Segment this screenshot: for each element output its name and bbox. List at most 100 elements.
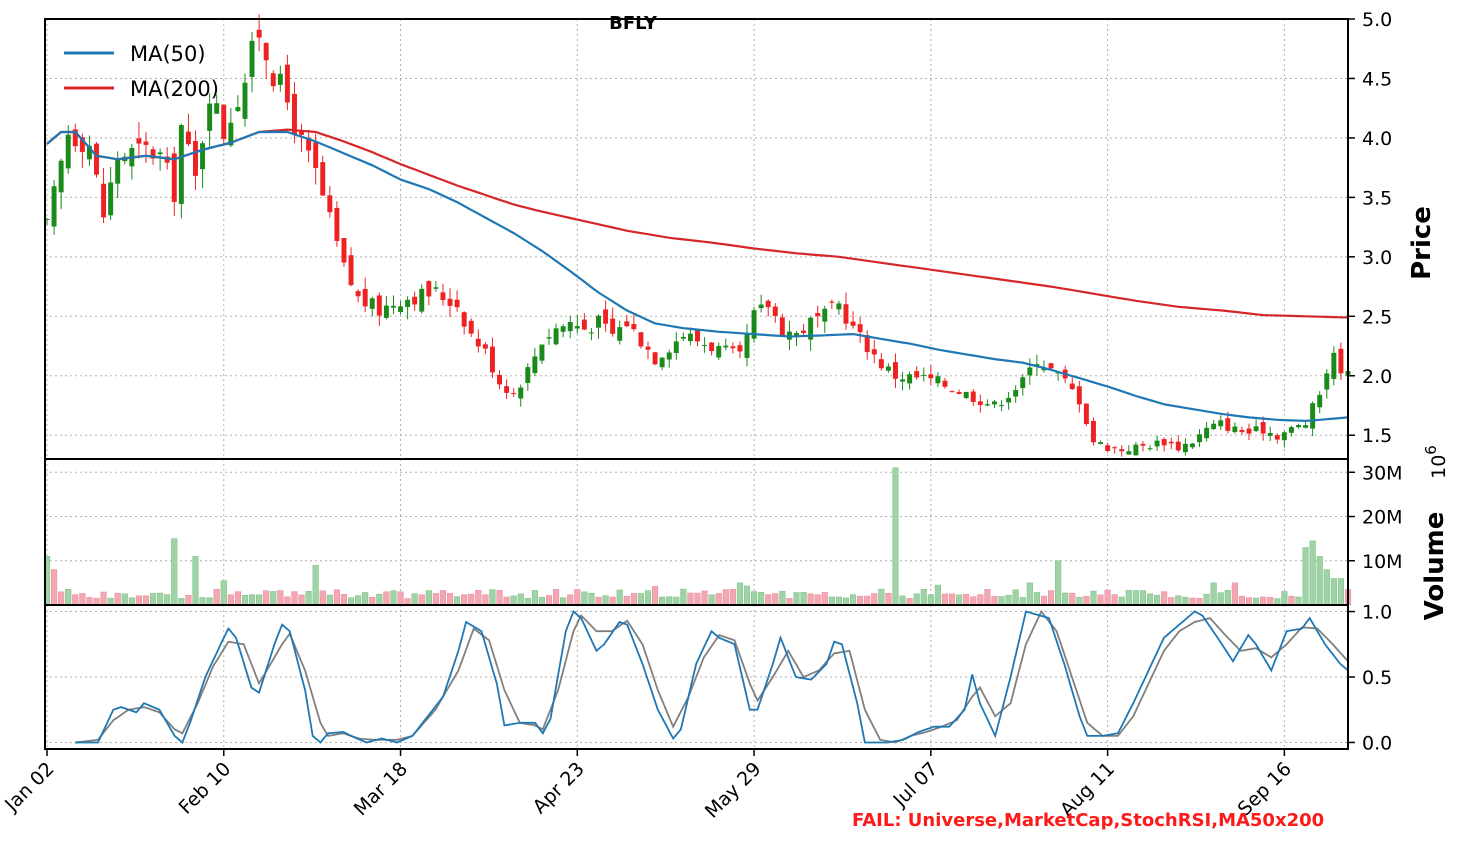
candle-body [1083, 403, 1089, 424]
volume-bar [701, 590, 708, 606]
volume-bar [454, 596, 461, 606]
volume-bar [708, 594, 715, 606]
volume-bar [369, 597, 376, 606]
candle-body [1182, 443, 1188, 453]
volume-bar [263, 590, 270, 606]
volume-bar [560, 597, 567, 606]
volume-bar [100, 591, 107, 606]
candle-body [914, 371, 920, 378]
volume-bar [835, 596, 842, 606]
volume-bar [715, 593, 722, 606]
volume-bar [1097, 594, 1104, 606]
stoch-tick-label: 1.0 [1362, 602, 1392, 624]
x-tick-label: Feb 10 [175, 758, 236, 819]
candle-body [1288, 427, 1294, 433]
volume-bar [390, 590, 397, 606]
volume-bar [1302, 547, 1309, 606]
candle-body [1154, 440, 1160, 447]
candle-body [900, 379, 906, 382]
candle-body [702, 344, 708, 346]
candle-body [581, 319, 587, 330]
volume-bar [482, 594, 489, 606]
candle-body [291, 93, 297, 135]
candle-body [475, 338, 481, 347]
candle-body [200, 143, 206, 170]
volume-bar [927, 594, 934, 606]
volume-bar [446, 593, 454, 606]
candle-body [185, 131, 191, 145]
candle-body [468, 320, 474, 334]
volume-bar [644, 590, 652, 606]
volume-scale-label: 106 [1422, 445, 1450, 479]
candle-body [58, 160, 64, 193]
volume-bar [496, 590, 503, 606]
volume-bar [793, 592, 800, 606]
volume-bar [93, 597, 100, 606]
volume-bar [616, 589, 623, 606]
volume-bar [1281, 591, 1288, 606]
candle-body [666, 352, 672, 360]
candle-body [1303, 425, 1309, 428]
legend-ma50-label: MA(50) [130, 42, 206, 66]
volume-bar [1260, 596, 1267, 606]
ma200-line [46, 128, 1349, 319]
candle-body [1090, 420, 1096, 443]
volume-bar [779, 590, 786, 606]
volume-bar [234, 591, 241, 606]
volume-bar [1118, 596, 1125, 606]
status-fail-text: FAIL: Universe,MarketCap,StochRSI,MA50x2… [852, 810, 1324, 831]
volume-bar [567, 594, 574, 606]
candle-body [1260, 421, 1266, 434]
candle-body [885, 366, 891, 371]
volume-bar [461, 594, 468, 606]
volume-bar [58, 591, 65, 606]
candle-body [320, 162, 326, 196]
candle-body [977, 401, 983, 405]
candle-body [461, 312, 467, 327]
legend-ma200-label: MA(200) [130, 77, 219, 101]
x-tick-label: Jan 02 [0, 758, 58, 816]
volume-bar [149, 593, 157, 606]
candle-body [433, 287, 439, 289]
volume-bar [538, 597, 546, 606]
volume-bar [956, 594, 963, 606]
price-tick-label: 2.5 [1362, 306, 1392, 328]
candle-body [94, 143, 99, 175]
candle-body [1211, 423, 1217, 430]
price-axis-label: Price [1407, 206, 1437, 280]
candle-body [482, 344, 488, 349]
volume-bar [1175, 595, 1182, 606]
candle-body [624, 321, 630, 327]
price-panel: 1.5 2.0 2.5 3.0 3.5 4.0 4.5 5.0 [44, 9, 1392, 460]
candle-body [758, 304, 764, 309]
candle-body [1218, 420, 1224, 427]
candle-body [617, 327, 623, 341]
volume-bar [602, 595, 609, 606]
candle-body [1048, 363, 1054, 369]
volume-bar [800, 592, 807, 606]
volume-bar [630, 593, 637, 606]
volume-bar [1146, 593, 1154, 606]
volume-bar [814, 594, 821, 606]
candle-body [497, 374, 502, 385]
candle-body [376, 295, 382, 316]
candle-body [751, 310, 757, 339]
candle-body [207, 103, 213, 131]
candle-body [772, 306, 778, 316]
candle-body [765, 300, 771, 308]
candle-body [306, 137, 312, 151]
volume-bar [411, 593, 418, 606]
volume-bar [171, 538, 178, 606]
candle-body [178, 125, 184, 204]
candle-body [348, 255, 354, 286]
candle-body [553, 328, 559, 345]
candle-body [108, 182, 114, 216]
price-tick-label: 3.5 [1362, 187, 1392, 209]
candle-body [893, 362, 898, 379]
candle-body [801, 330, 807, 333]
volume-bar [934, 584, 941, 606]
volume-bar [1203, 593, 1210, 606]
candle-body [86, 145, 92, 160]
volume-bar [984, 589, 991, 606]
candle-body [1119, 449, 1125, 452]
